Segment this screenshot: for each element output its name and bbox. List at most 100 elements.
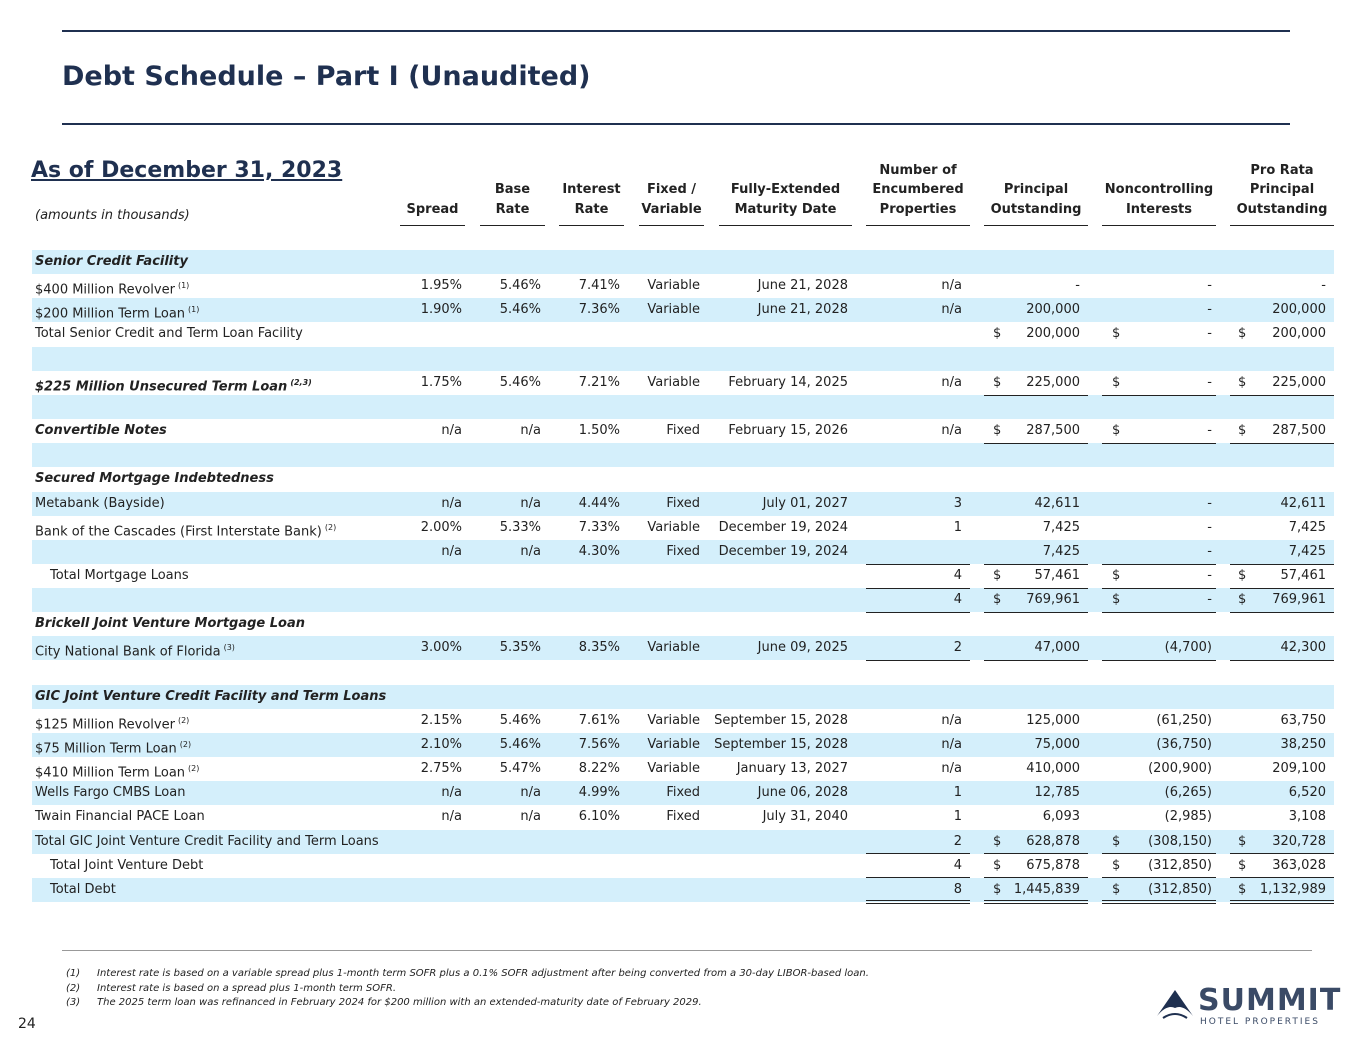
cell: 1 (953, 519, 962, 535)
row-label: $400 Million Revolver (1) (35, 278, 189, 298)
label-text: Total Debt (50, 881, 116, 897)
currency-sign: $ (993, 881, 1002, 897)
cell: Fixed (666, 543, 700, 559)
cell: n/a (520, 543, 541, 559)
currency-sign: $ (1112, 592, 1121, 608)
cell: - (1207, 374, 1212, 390)
cell: 363,028 (1272, 857, 1326, 873)
cell: 7.21% (578, 374, 620, 390)
cell: - (1207, 567, 1212, 583)
row-band (32, 829, 1334, 854)
cell-rule (984, 395, 1088, 396)
row-band (32, 539, 1334, 564)
label-text: City National Bank of Florida (35, 644, 221, 660)
cell: - (1075, 278, 1080, 294)
cell: n/a (941, 761, 962, 777)
cell: n/a (441, 809, 462, 825)
cell: - (1321, 278, 1326, 294)
column-header: Base Rate (494, 182, 531, 217)
cell: - (1207, 326, 1212, 342)
row-band (32, 684, 1334, 709)
cell: 7.33% (578, 519, 620, 535)
currency-sign: $ (1238, 881, 1247, 897)
currency-sign: $ (1112, 326, 1121, 342)
cell: June 21, 2028 (757, 302, 848, 318)
cell: June 09, 2025 (757, 640, 848, 656)
cell: 225,000 (1026, 374, 1080, 390)
label-text: $125 Million Revolver (35, 717, 175, 733)
currency-sign: $ (993, 592, 1002, 608)
cell: 4.99% (578, 785, 620, 801)
row-band (32, 781, 1334, 806)
cell: Variable (647, 640, 700, 656)
currency-sign: $ (1238, 592, 1247, 608)
cell: (312,850) (1148, 881, 1212, 897)
footnote-marker: (3) (66, 997, 81, 1008)
cell: 47,000 (1034, 640, 1081, 656)
row-label: $200 Million Term Loan (1) (35, 302, 199, 322)
cell: 3,108 (1288, 809, 1326, 825)
row-label: Total Senior Credit and Term Loan Facili… (35, 326, 303, 342)
cell: 769,961 (1272, 592, 1326, 608)
cell: - (1207, 495, 1212, 511)
cell: 7,425 (1042, 543, 1080, 559)
row-band (32, 250, 1334, 274)
label-text: Total Mortgage Loans (50, 567, 189, 583)
label-text: Secured Mortgage Indebtedness (35, 471, 274, 487)
cell-rule (1102, 443, 1216, 444)
cell-rule (984, 900, 1088, 901)
label-text: $410 Million Term Loan (35, 765, 186, 781)
cell-rule (866, 900, 970, 901)
cell: (4,700) (1164, 640, 1212, 656)
cell: Variable (647, 761, 700, 777)
footnote-ref: (1) (188, 305, 200, 315)
cell-rule (1230, 395, 1334, 396)
cell: 7,425 (1288, 519, 1326, 535)
cell: 1 (953, 785, 962, 801)
footnote-marker: (2) (66, 982, 81, 994)
cell: Variable (647, 278, 700, 294)
row-label: Total Mortgage Loans (50, 568, 189, 584)
cell: 7.56% (578, 737, 620, 752)
title: Debt Schedule – Part I (Unaudited) (62, 61, 591, 92)
cell-rule (1102, 395, 1216, 396)
cell: n/a (520, 809, 541, 825)
row-band (32, 443, 1334, 468)
cell: n/a (520, 495, 541, 511)
currency-sign: $ (993, 833, 1002, 849)
cell: n/a (941, 302, 962, 318)
footer-rule (62, 950, 1312, 951)
cell: 5.46% (499, 302, 541, 318)
footnote-ref: (1) (177, 281, 190, 291)
cell: Fixed (666, 495, 700, 511)
cell: 6,520 (1288, 785, 1326, 801)
row-band (32, 394, 1334, 419)
label-text: $75 Million Term Loan (35, 741, 177, 757)
cell: n/a (941, 737, 962, 752)
cell: (200,900) (1148, 761, 1212, 777)
cell-rule (1102, 588, 1216, 589)
row-band (32, 491, 1334, 516)
cell: 287,500 (1272, 423, 1326, 439)
cell: 1.75% (420, 374, 462, 390)
cell-rule (1102, 612, 1216, 613)
label-text: Senior Credit Facility (35, 254, 188, 269)
cell: Fixed (666, 809, 700, 825)
cell: Fixed (666, 423, 700, 439)
cell: December 19, 2024 (718, 543, 848, 559)
label-text: Brickell Joint Venture Mortgage Loan (35, 616, 306, 632)
cell-rule (984, 564, 1088, 565)
cell: 8.22% (578, 761, 620, 777)
cell: n/a (941, 278, 962, 294)
currency-sign: $ (1238, 374, 1247, 390)
cell: 5.46% (499, 712, 541, 728)
cell: 200,000 (1026, 302, 1080, 318)
cell: 1.50% (578, 423, 620, 439)
cell: - (1207, 278, 1212, 294)
cell: December 19, 2024 (718, 519, 848, 535)
footnote-text: Interest rate is based on a spread plus … (97, 982, 397, 994)
cell-rule (984, 853, 1088, 854)
column-header: Principal Outstanding (990, 182, 1082, 217)
logo-name: SUMMIT (1198, 983, 1342, 1018)
cell: 2.75% (420, 761, 462, 777)
